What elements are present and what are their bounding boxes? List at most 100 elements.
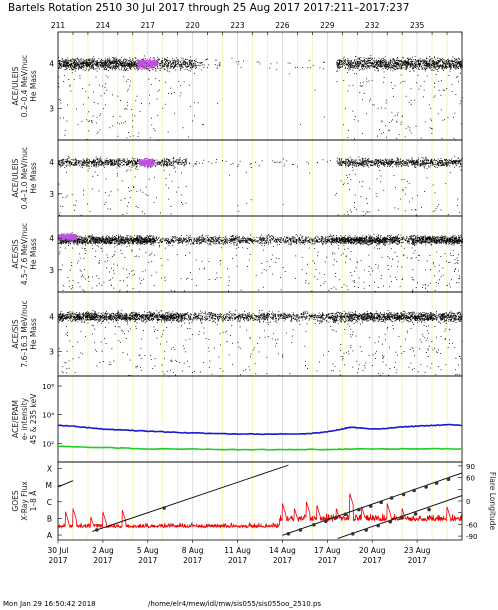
data-point <box>338 59 340 61</box>
data-point <box>385 67 387 69</box>
data-point <box>351 62 353 63</box>
data-point <box>92 66 94 68</box>
data-point <box>106 59 108 61</box>
data-point <box>369 65 371 67</box>
data-point <box>418 165 420 167</box>
data-point <box>344 161 346 163</box>
data-point <box>432 62 434 64</box>
data-point <box>133 64 134 65</box>
data-point <box>359 160 361 161</box>
panel-uleis-low: 34 <box>49 31 463 141</box>
data-point <box>411 158 413 160</box>
data-point <box>113 66 114 67</box>
data-point <box>168 198 170 200</box>
data-point <box>395 62 397 64</box>
data-point <box>216 67 218 69</box>
data-point <box>376 178 378 180</box>
data-point <box>419 61 421 63</box>
data-point <box>85 66 87 68</box>
highlight-point <box>142 63 144 65</box>
data-point <box>451 60 453 62</box>
data-point <box>160 212 161 214</box>
data-point <box>70 59 72 61</box>
data-point <box>349 189 350 191</box>
data-point <box>361 66 363 68</box>
data-point <box>337 157 339 159</box>
data-point <box>134 61 136 63</box>
data-point <box>66 59 68 61</box>
data-point <box>75 58 76 60</box>
data-point <box>121 122 122 124</box>
data-point <box>385 66 387 68</box>
data-point <box>441 65 442 67</box>
data-point <box>71 62 73 64</box>
data-point <box>368 61 370 63</box>
data-point <box>393 65 395 67</box>
data-point <box>457 76 459 77</box>
data-point <box>352 166 353 168</box>
data-point <box>93 61 94 63</box>
data-point <box>96 64 97 66</box>
data-point <box>256 61 258 63</box>
data-point <box>138 159 140 161</box>
data-point <box>75 162 77 164</box>
data-point <box>412 67 414 69</box>
data-point <box>128 60 130 62</box>
data-point <box>457 61 459 63</box>
data-point <box>77 57 78 59</box>
data-point <box>371 58 373 60</box>
data-point <box>110 162 112 164</box>
data-point <box>128 163 129 165</box>
data-point <box>449 66 451 67</box>
data-point <box>72 59 74 61</box>
data-point <box>375 159 376 160</box>
data-point <box>69 63 71 65</box>
data-point <box>79 67 81 69</box>
data-point <box>129 85 131 87</box>
data-point <box>69 60 71 62</box>
data-point <box>431 163 433 164</box>
data-point <box>344 59 346 61</box>
data-point <box>141 59 143 60</box>
data-point <box>451 64 453 66</box>
data-point <box>339 63 341 64</box>
data-point <box>367 159 368 160</box>
data-point <box>108 63 110 65</box>
data-point <box>366 165 368 167</box>
data-point <box>60 165 62 166</box>
data-point <box>176 162 178 164</box>
data-point <box>338 63 340 65</box>
data-point <box>163 158 165 159</box>
data-point <box>348 62 349 64</box>
data-point <box>415 166 417 168</box>
data-point <box>167 164 168 165</box>
data-point <box>100 158 101 160</box>
data-point <box>81 164 82 166</box>
data-point <box>125 121 126 122</box>
data-point <box>372 63 374 65</box>
data-point <box>173 66 175 68</box>
data-point <box>109 61 110 63</box>
data-point <box>108 57 110 59</box>
data-point <box>440 159 442 161</box>
data-point <box>399 63 401 65</box>
data-point <box>128 65 130 67</box>
data-point <box>434 61 436 63</box>
data-point <box>129 66 131 68</box>
data-point <box>61 60 63 62</box>
data-point <box>170 213 172 215</box>
data-point <box>402 190 404 191</box>
data-point <box>58 60 60 62</box>
data-point <box>368 166 370 168</box>
data-point <box>373 65 375 66</box>
data-point <box>118 63 120 65</box>
data-point <box>348 165 350 166</box>
data-point <box>101 164 103 166</box>
data-point <box>125 67 127 69</box>
data-point <box>132 59 134 61</box>
data-point <box>161 159 163 161</box>
data-point <box>380 63 382 65</box>
data-point <box>367 62 369 64</box>
data-point <box>135 65 137 67</box>
